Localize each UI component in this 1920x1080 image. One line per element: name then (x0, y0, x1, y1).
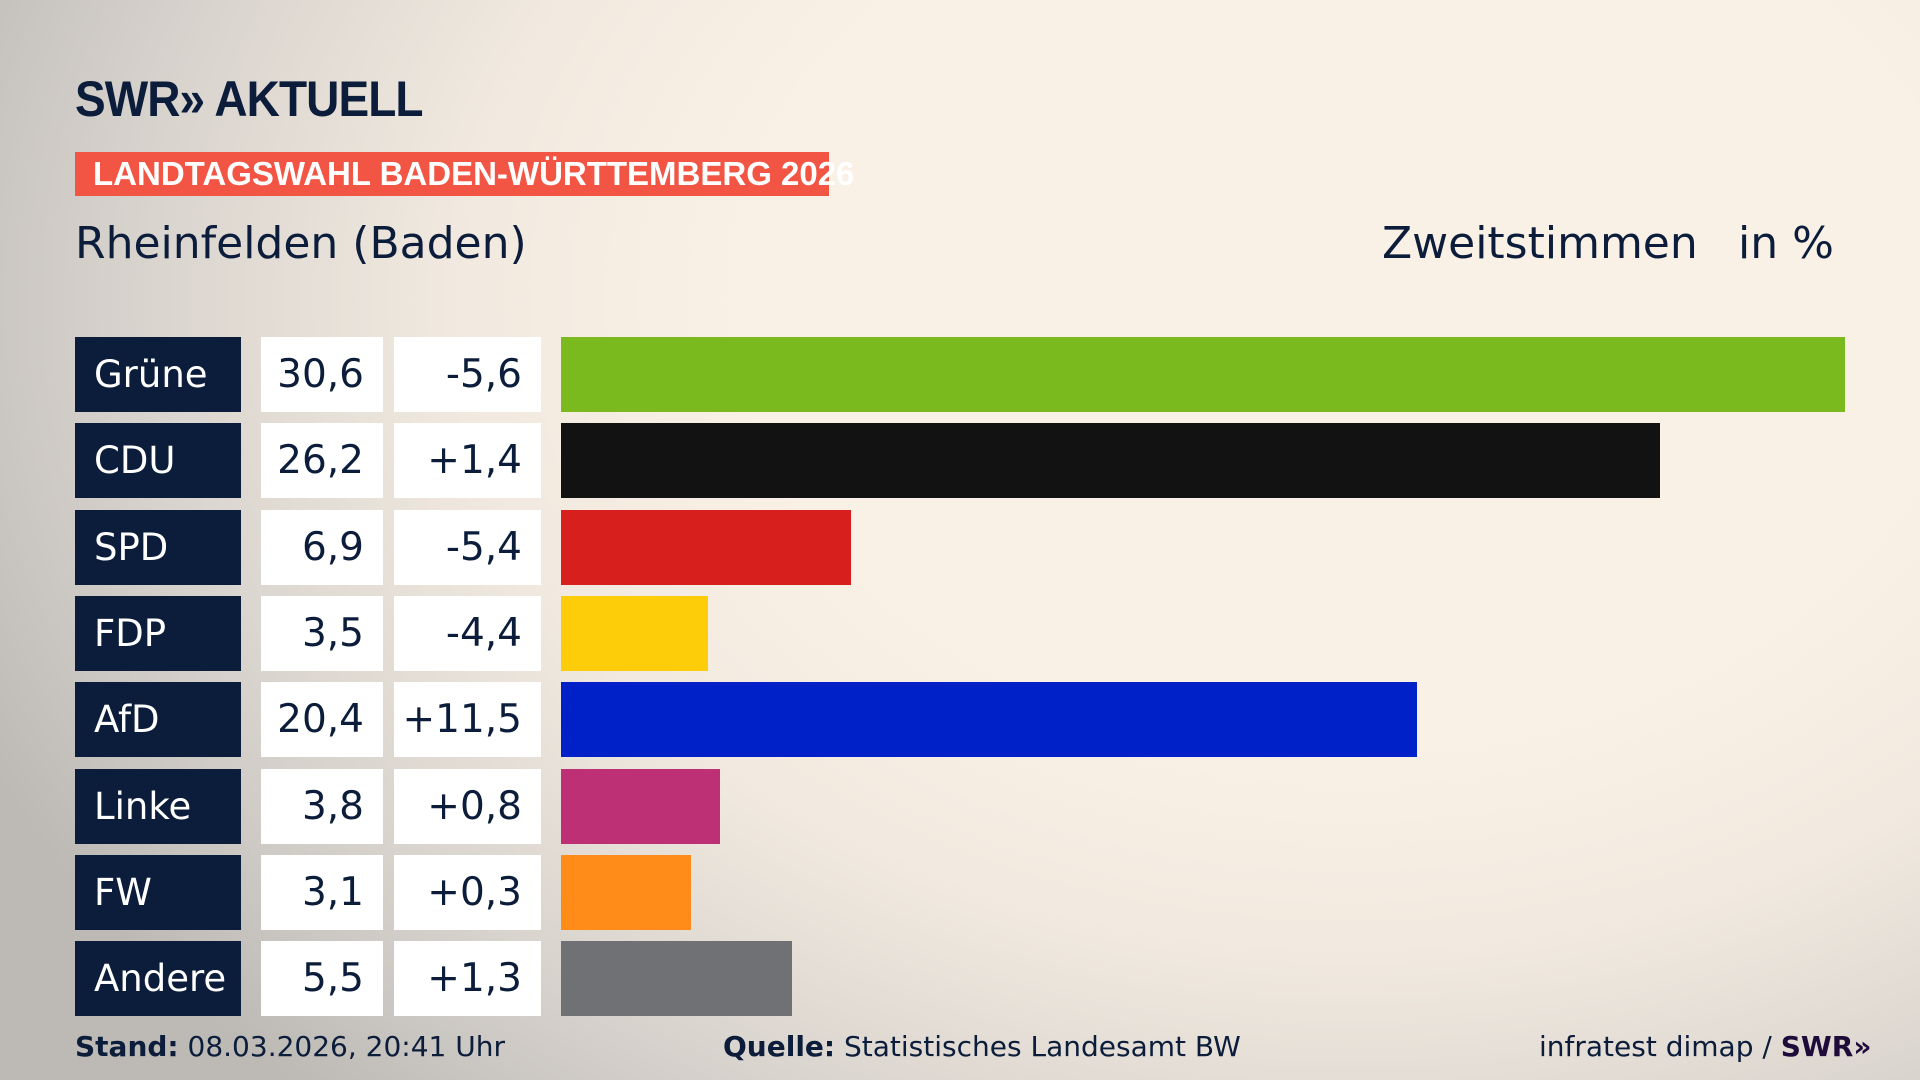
stand-value: 08.03.2026, 20:41 Uhr (187, 1030, 505, 1063)
value-label: 30,6 (261, 337, 383, 412)
swr-aktuell-logo: SWR» AKTUELL (75, 71, 423, 127)
party-label: FW (75, 854, 241, 930)
party-label: Grüne (75, 337, 241, 412)
party-label: Linke (75, 768, 241, 844)
bar (561, 941, 792, 1017)
source-value: Statistisches Landesamt BW (844, 1030, 1241, 1063)
change-label: +1,4 (394, 423, 541, 499)
credit: infratest dimap / SWR» (1539, 1030, 1871, 1063)
value-label: 6,9 (261, 509, 383, 585)
bar (561, 682, 1417, 758)
change-label: +0,3 (394, 854, 541, 930)
bar-row: FDP 3,5 -4,4 (75, 595, 1875, 671)
change-label: +11,5 (394, 682, 541, 758)
bar-row: CDU 26,2 +1,4 (75, 423, 1875, 499)
change-label: -5,6 (394, 337, 541, 412)
change-label: -5,4 (394, 509, 541, 585)
bar-row: Linke 3,8 +0,8 (75, 768, 1875, 844)
bar (561, 854, 692, 930)
bar (561, 509, 851, 585)
party-label: CDU (75, 423, 241, 499)
change-label: +1,3 (394, 941, 541, 1017)
bar (561, 768, 721, 844)
value-label: 3,1 (261, 854, 383, 930)
bar-row: FW 3,1 +0,3 (75, 854, 1875, 930)
value-label: 20,4 (261, 682, 383, 758)
value-label: 3,8 (261, 768, 383, 844)
party-label: FDP (75, 595, 241, 671)
bar-row: Andere 5,5 +1,3 (75, 941, 1875, 1017)
source: Quelle: Statistisches Landesamt BW (723, 1030, 1241, 1063)
party-label: Andere (75, 941, 241, 1017)
stand-label: Stand: (75, 1030, 179, 1063)
bar (561, 337, 1845, 412)
source-label: Quelle: (723, 1030, 836, 1063)
change-label: -4,4 (394, 595, 541, 671)
region-title: Rheinfelden (Baden) (75, 218, 527, 269)
value-label: 3,5 (261, 595, 383, 671)
election-banner: LANDTAGSWAHL BADEN-WÜRTTEMBERG 2026 (75, 152, 854, 196)
bar (561, 595, 708, 671)
credit-text: infratest dimap / (1539, 1030, 1781, 1063)
party-label: AfD (75, 682, 241, 758)
bar-row: Grüne 30,6 -5,6 (75, 337, 1875, 412)
timestamp: Stand: 08.03.2026, 20:41 Uhr (75, 1030, 505, 1063)
value-label: 26,2 (261, 423, 383, 499)
unit-label: in % (1738, 218, 1834, 269)
party-label: SPD (75, 509, 241, 585)
bar (561, 423, 1661, 499)
swr-logo: SWR» (1780, 1030, 1872, 1063)
bar-row: AfD 20,4 +11,5 (75, 682, 1875, 758)
value-label: 5,5 (261, 941, 383, 1017)
change-label: +0,8 (394, 768, 541, 844)
chart-title: Zweitstimmen (1382, 218, 1698, 269)
bar-row: SPD 6,9 -5,4 (75, 509, 1875, 585)
